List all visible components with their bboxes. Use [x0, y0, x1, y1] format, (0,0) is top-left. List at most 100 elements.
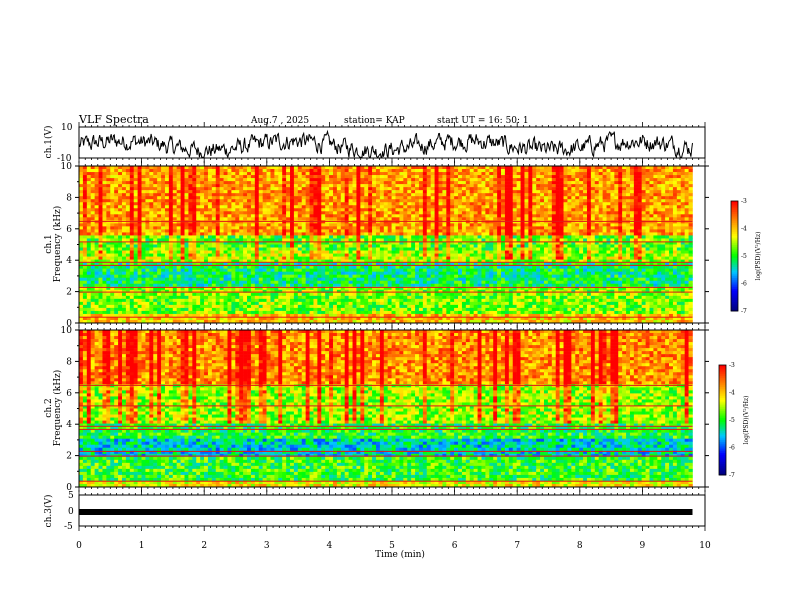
spec-cell — [602, 223, 607, 227]
spec-cell — [356, 220, 361, 224]
spec-cell — [657, 184, 662, 188]
spec-cell — [243, 166, 248, 170]
spec-cell — [606, 208, 611, 212]
spec-cell — [231, 244, 236, 248]
spec-cell — [567, 178, 572, 182]
spec-cell — [176, 208, 181, 212]
spec-cell — [196, 247, 201, 251]
spec-cell — [188, 196, 193, 200]
spec-cell — [501, 214, 506, 218]
spec-cell — [399, 220, 404, 224]
spec-cell — [129, 178, 135, 182]
spec-cell — [372, 232, 377, 236]
spec-cell — [164, 184, 170, 188]
spec-cell — [153, 190, 158, 194]
spec-cell — [110, 181, 115, 185]
spec-cell — [489, 178, 494, 182]
spec-cell — [164, 208, 170, 212]
spec-cell — [227, 211, 232, 215]
spec-cell — [211, 217, 217, 221]
spec-cell — [106, 211, 111, 215]
spec-cell — [641, 187, 646, 191]
spec-cell — [540, 211, 545, 215]
spec-cell — [649, 232, 654, 236]
spec-cell — [684, 232, 689, 236]
spec-cell — [657, 253, 662, 257]
spec-cell — [223, 220, 228, 224]
spec-cell — [473, 202, 478, 206]
spec-cell — [676, 244, 682, 248]
spec-cell — [188, 259, 193, 263]
spec-cell — [98, 244, 103, 248]
spec-cell — [125, 196, 131, 200]
spec-cell — [348, 223, 353, 227]
spec-cell — [661, 193, 666, 197]
spec-cell — [520, 178, 525, 182]
spec-cell — [102, 238, 107, 242]
spec-cell — [391, 199, 396, 203]
spec-cell — [286, 202, 291, 206]
spec-cell — [434, 223, 439, 227]
spec-cell — [497, 214, 502, 218]
spec-cell — [469, 229, 474, 233]
spec-cell — [516, 202, 521, 206]
spec-cell — [200, 199, 205, 203]
spec-cell — [489, 172, 494, 176]
spec-cell — [344, 169, 349, 173]
spec-cell — [137, 211, 142, 215]
spec-cell — [602, 217, 607, 221]
spec-cell — [215, 217, 220, 221]
spec-cell — [98, 190, 103, 194]
spec-cell — [606, 235, 611, 239]
spec-cell — [94, 208, 99, 212]
spec-cell — [372, 172, 377, 176]
spec-cell — [301, 244, 306, 248]
spec-cell — [118, 196, 123, 200]
spec-cell — [375, 247, 381, 251]
spec-cell — [352, 223, 357, 227]
spec-cell — [184, 220, 189, 224]
spec-cell — [411, 232, 416, 236]
spec-cell — [567, 202, 572, 206]
spec-cell — [583, 232, 588, 236]
spec-cell — [321, 172, 326, 176]
spec-cell — [618, 256, 623, 260]
spec-cell — [489, 241, 494, 245]
spec-cell — [278, 229, 283, 233]
spec-cell — [192, 253, 197, 257]
spec-cell — [207, 199, 213, 203]
spec-cell — [501, 208, 506, 212]
spec-cell — [290, 169, 295, 173]
spec-cell — [626, 178, 631, 182]
spec-cell — [161, 199, 166, 203]
spec-cell — [446, 241, 451, 245]
spec-cell — [489, 226, 494, 230]
spec-cell — [239, 256, 244, 260]
spec-cell — [450, 169, 455, 173]
spec-cell — [200, 220, 205, 224]
spec-cell — [219, 172, 224, 176]
spec-cell — [106, 208, 111, 212]
spec-cell — [243, 238, 248, 242]
spec-cell — [372, 235, 377, 239]
spec-cell — [336, 217, 342, 221]
spec-cell — [250, 199, 256, 203]
spec-cell — [94, 175, 99, 179]
spec-cell — [301, 169, 306, 173]
spec-cell — [571, 181, 576, 185]
spec-cell — [563, 235, 568, 239]
spec-cell — [458, 181, 463, 185]
spec-cell — [493, 220, 498, 224]
spec-cell — [321, 196, 326, 200]
spec-cell — [356, 226, 361, 230]
spec-cell — [309, 250, 314, 254]
spec-cell — [512, 250, 517, 254]
spec-cell — [422, 232, 428, 236]
spec-cell — [411, 244, 416, 248]
spec-cell — [286, 208, 291, 212]
spec-cell — [536, 256, 541, 260]
spec-cell — [121, 256, 127, 260]
spec-cell — [403, 247, 408, 251]
spec-cell — [493, 196, 498, 200]
spec-cell — [157, 250, 162, 254]
